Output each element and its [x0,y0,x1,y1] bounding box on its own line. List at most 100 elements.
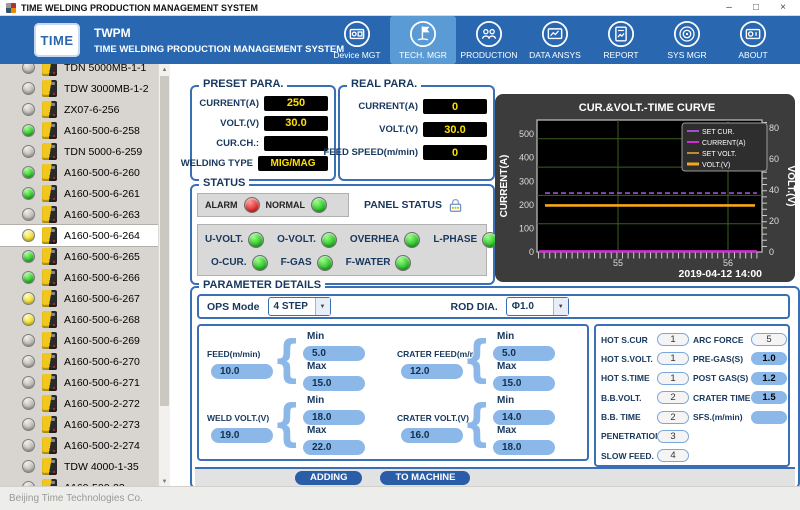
device-list-item[interactable]: A160-500-2-274 [0,435,170,456]
param-value-input[interactable]: 1.0 [751,352,787,365]
device-status-led [22,103,35,116]
device-list-item[interactable]: A160-500-6-264 [0,225,170,246]
param-value-input[interactable]: 1.5 [751,391,787,404]
device-list-item[interactable]: TDW 4000-1-35 [0,456,170,477]
nav-sys-mgr[interactable]: SYS MGR [654,16,720,64]
device-list-item[interactable]: A160-500-6-271 [0,372,170,393]
rod-dia-select[interactable]: Φ1.0 ▼ [506,297,569,316]
param-value-input[interactable]: 1 [657,372,689,385]
parameter-details-title: PARAMETER DETAILS [199,279,325,291]
adding-button[interactable]: ADDING [295,471,362,485]
svg-text:60: 60 [769,154,779,164]
param-value-input[interactable]: 4 [657,449,689,462]
nav-report[interactable]: REPORT [588,16,654,64]
lock-icon [447,197,464,213]
crater-feed-value-input[interactable]: 12.0 [401,364,463,379]
range-params-box: Min FEED(m/min) { 5.0 10.0 Max 15.0 Min … [197,324,589,461]
device-list-item[interactable]: A160-500-6-267 [0,288,170,309]
real-feed-speed-value: 0 [423,145,487,160]
nav-tech-mgr[interactable]: TECH. MGR [390,16,456,64]
preset-curch-label: CUR.CH.: [216,138,259,149]
chevron-down-icon[interactable]: ▼ [315,298,330,315]
nav-data-ansys[interactable]: DATA ANSYS [522,16,588,64]
param-value-input[interactable]: 1.2 [751,372,787,385]
feed-max-input[interactable]: 15.0 [303,376,365,391]
device-list-item[interactable]: A160-500-6-268 [0,309,170,330]
app-icon [6,3,16,13]
device-status-led [22,355,35,368]
param-value-input[interactable]: 2 [657,411,689,424]
svg-text:40: 40 [769,185,779,195]
device-list-item[interactable]: A160-500-6-261 [0,183,170,204]
weld-volt-value-input[interactable]: 19.0 [211,428,273,443]
device-list-item[interactable]: TDN 5000MB-1-1 [0,64,170,78]
device-list-item[interactable]: A160-500-6-265 [0,246,170,267]
param-value-input[interactable]: 3 [657,430,689,443]
feed-value-input[interactable]: 10.0 [211,364,273,379]
scrollbar-thumb[interactable] [160,76,169,406]
param-value-input[interactable]: 1 [657,333,689,346]
param-value-input[interactable]: 5 [751,333,787,346]
weld-volt-max-input[interactable]: 22.0 [303,440,365,455]
param-row: SFS.(m/min) [693,411,787,424]
minimize-button[interactable]: – [718,1,740,15]
device-list-item[interactable]: A160-500-2-272 [0,393,170,414]
weld-volt-min-input[interactable]: 18.0 [303,410,365,425]
device-status-led [22,292,35,305]
company-name: Beijing Time Technologies Co. [9,493,143,504]
device-list-item[interactable]: A160-500-6-260 [0,162,170,183]
device-status-led [22,82,35,95]
param-value-input[interactable]: 1 [657,352,689,365]
device-list-item[interactable]: TDW 3000MB-1-2 [0,78,170,99]
device-list-item[interactable]: A160-500-6-270 [0,351,170,372]
device-status-led [22,460,35,473]
preset-welding-type-value: MIG/MAG [258,156,328,171]
device-list: TDN 5000MB-1-1 TDW 3000MB-1-2 ZX07-6-256… [0,64,170,487]
svg-text:55: 55 [613,258,623,268]
welding-machine-icon [42,374,57,391]
crater-feed-min-input[interactable]: 5.0 [493,346,555,361]
chevron-down-icon[interactable]: ▼ [553,298,568,315]
crater-volt-min-input[interactable]: 14.0 [493,410,555,425]
time-logo: TIME [34,23,80,57]
left-axis-label: CURRENT(A) [499,155,510,218]
device-list-item[interactable]: A160-500-6-258 [0,120,170,141]
device-list-item[interactable]: A160-500-6-263 [0,204,170,225]
device-list-item[interactable]: A160-500-6-266 [0,267,170,288]
welding-machine-icon [42,311,57,328]
indicator-row-1: U-VOLT. O-VOLT. OVERHEA L-PHASE [205,228,486,251]
device-status-led [22,64,35,74]
device-list-item[interactable]: ZX07-6-256 [0,99,170,120]
param-value-input[interactable] [751,411,787,424]
device-status-led [22,187,35,200]
to-machine-button[interactable]: TO MACHINE [380,471,470,485]
nav-about[interactable]: ABOUT [720,16,786,64]
report-document-icon [607,20,635,48]
nav-device-mgt[interactable]: Device MGT [324,16,390,64]
real-para-title: REAL PARA. [347,78,421,90]
device-label: A160-500-2-273 [64,419,140,431]
welding-machine-icon [42,290,57,307]
indicator-led [248,232,264,248]
device-list-item[interactable]: A160-500-6-269 [0,330,170,351]
device-list-item[interactable]: TDN 5000-6-259 [0,141,170,162]
welding-machine-icon [42,122,57,139]
ops-row: OPS Mode 4 STEP ▼ ROD DIA. Φ1.0 ▼ [197,294,790,319]
scroll-up-icon[interactable]: ▲ [159,64,170,75]
svg-text:20: 20 [769,216,779,226]
feed-min-input[interactable]: 5.0 [303,346,365,361]
param-row: POST GAS(S) 1.2 [693,372,787,385]
nav-production[interactable]: PRODUCTION [456,16,522,64]
sidebar-scrollbar[interactable]: ▲ ▼ [158,64,170,487]
ops-mode-select[interactable]: 4 STEP ▼ [268,297,331,316]
svg-text:500: 500 [519,129,534,139]
crater-volt-max-input[interactable]: 18.0 [493,440,555,455]
device-label: A160-500-6-269 [64,335,140,347]
close-button[interactable]: × [772,1,794,15]
crater-volt-value-input[interactable]: 16.0 [401,428,463,443]
maximize-button[interactable]: □ [745,1,767,15]
brace: { [273,328,301,390]
param-value-input[interactable]: 2 [657,391,689,404]
crater-feed-max-input[interactable]: 15.0 [493,376,555,391]
device-list-item[interactable]: A160-500-2-273 [0,414,170,435]
